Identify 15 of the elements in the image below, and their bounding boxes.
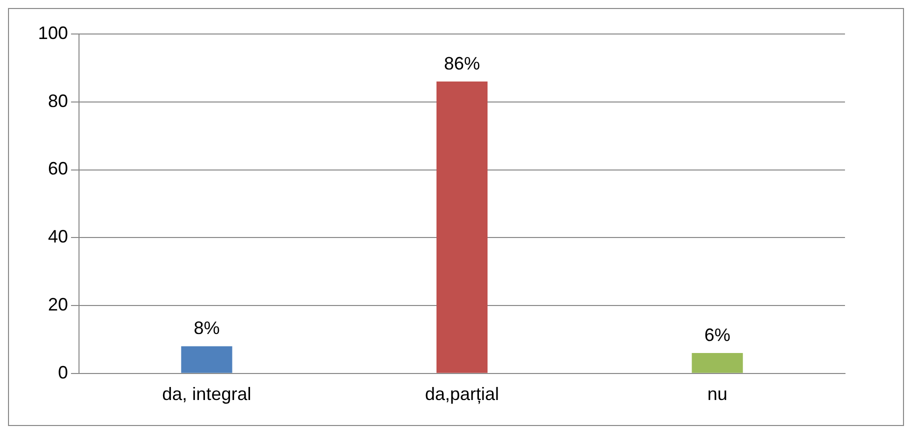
bar bbox=[692, 353, 743, 373]
bar bbox=[181, 346, 232, 373]
bar bbox=[436, 82, 488, 373]
y-tick-label: 0 bbox=[58, 362, 68, 382]
y-tick-label: 40 bbox=[48, 226, 68, 247]
y-tick-label: 80 bbox=[48, 90, 68, 111]
y-tick-label: 100 bbox=[38, 22, 68, 43]
x-tick-label: nu bbox=[707, 384, 728, 404]
y-tick-label: 60 bbox=[48, 158, 68, 179]
data-label: 6% bbox=[704, 325, 730, 346]
data-label: 86% bbox=[444, 53, 480, 74]
data-label: 8% bbox=[194, 318, 220, 338]
x-tick-label: da, integral bbox=[162, 384, 252, 404]
y-tick-label: 20 bbox=[48, 294, 68, 314]
x-tick-label: da,parțial bbox=[424, 384, 500, 404]
